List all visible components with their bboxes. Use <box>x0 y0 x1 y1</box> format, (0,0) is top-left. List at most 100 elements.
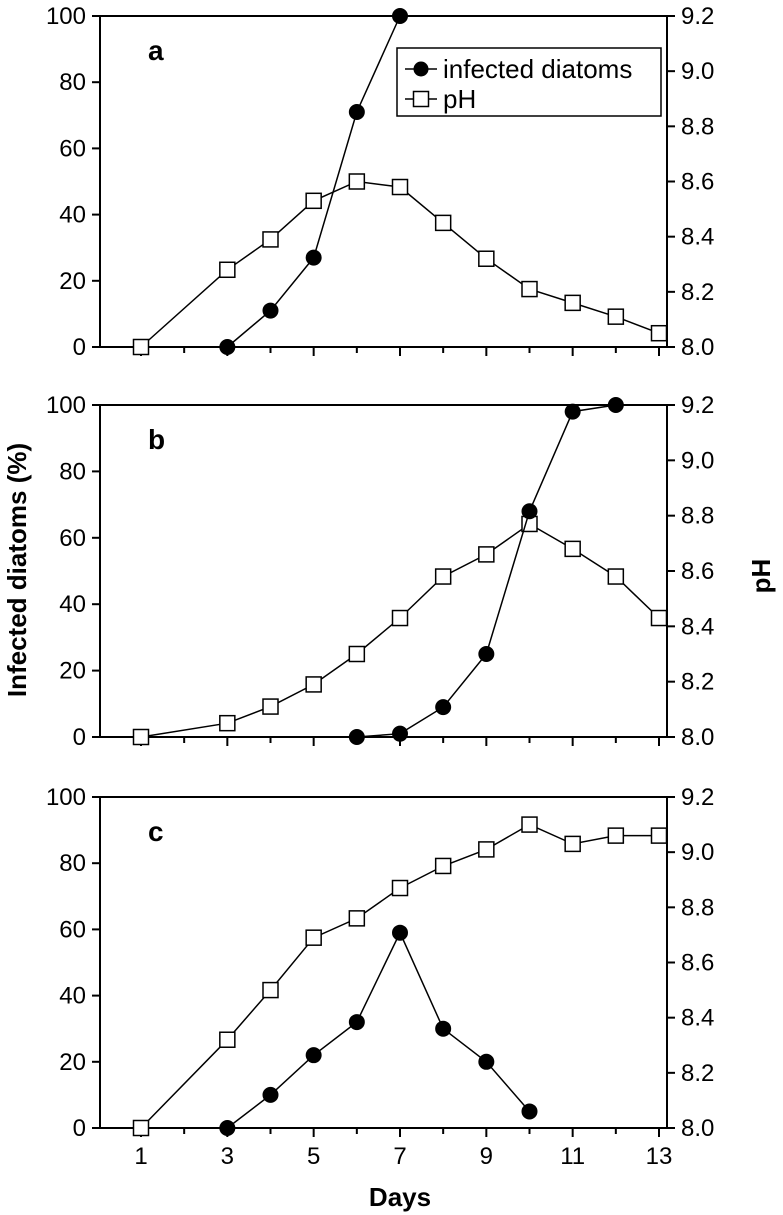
panel-a: 0 20 40 60 80 100 8.0 8.2 8.4 8.6 8.8 9.0 9.2 a infect… <box>46 3 714 361</box>
legend-ph-marker <box>412 90 430 108</box>
panel-b: 0 20 40 60 80 100 8.0 8.2 8.4 8.6 8.8 9.0 9.2 b <box>46 392 714 751</box>
infected-point <box>435 699 452 716</box>
ph-point <box>478 546 495 563</box>
ph-point <box>305 676 322 693</box>
y-left-tick-label: 0 <box>73 724 86 751</box>
y-right-tick-label: 9.2 <box>681 392 714 419</box>
y-right-tick-label: 8.8 <box>681 113 714 140</box>
infected-point <box>521 503 538 520</box>
infected-series-line <box>226 930 531 1129</box>
x-axis-title: Days <box>369 1182 431 1212</box>
y-left-tick-label: 40 <box>59 983 86 1010</box>
y-right-tick-label: 9.0 <box>681 447 714 474</box>
ph-point <box>650 609 668 627</box>
infected-series-line <box>356 404 616 738</box>
ph-point <box>219 261 236 279</box>
y-left-tick-label: 60 <box>59 525 86 552</box>
ph-point <box>391 609 409 627</box>
ph-point <box>564 835 581 853</box>
infected-point <box>348 103 365 120</box>
y-right-tick-label: 8.2 <box>681 1060 714 1087</box>
legend-infected-label: infected diatoms <box>443 54 632 84</box>
infected-point <box>262 302 279 319</box>
y-right-tick-label: 8.4 <box>681 613 714 640</box>
panels-layer: 0 20 40 60 80 100 8.0 8.2 8.4 8.6 8.8 9.0 9.2 a infect… <box>46 3 714 1170</box>
infected-point <box>219 339 236 355</box>
legend-box <box>396 47 662 117</box>
y-left-tick-label: 80 <box>59 850 86 877</box>
ph-point <box>607 827 625 844</box>
y-right-tick-label: 8.6 <box>681 558 714 585</box>
ph-point <box>650 827 668 844</box>
y-left-tick-label: 100 <box>46 3 86 30</box>
ph-point <box>348 173 366 190</box>
panel-letter: c <box>148 816 164 847</box>
ph-point <box>478 250 495 267</box>
infected-point <box>262 1086 279 1103</box>
y-left-tick-label: 40 <box>59 202 86 229</box>
ph-point <box>391 178 409 196</box>
ph-series-line <box>140 523 660 738</box>
panel-letter: b <box>148 424 165 455</box>
y-right-tick-label: 8.2 <box>681 279 714 306</box>
infected-point <box>435 1020 452 1037</box>
infected-point <box>305 249 322 266</box>
y-right-tick-label: 8.4 <box>681 224 714 251</box>
y-left-tick-label: 100 <box>46 784 86 811</box>
ph-point <box>348 910 366 927</box>
y-right-tick-label: 8.6 <box>681 950 714 977</box>
ph-point <box>219 714 236 732</box>
infected-point <box>348 1014 365 1031</box>
ph-point <box>262 231 279 248</box>
ph-point <box>391 879 409 897</box>
plot-frame <box>99 404 668 738</box>
ph-point <box>607 568 625 585</box>
infected-point <box>478 1053 495 1070</box>
ph-point <box>521 280 538 298</box>
ph-point <box>132 1119 150 1137</box>
ph-point <box>132 728 150 746</box>
infected-point <box>521 1103 538 1120</box>
ph-series-line <box>140 180 660 348</box>
y-right-tick-label: 9.2 <box>681 3 714 30</box>
infected-point <box>305 1047 322 1064</box>
infected-point <box>564 403 581 420</box>
y-left-tick-label: 80 <box>59 69 86 96</box>
x-tick-label: 3 <box>221 1143 234 1170</box>
y-left-tick-label: 80 <box>59 458 86 485</box>
plot-frame <box>99 796 668 1129</box>
y-right-tick-label: 8.8 <box>681 894 714 921</box>
ph-point <box>348 645 366 663</box>
y-left-tick-label: 0 <box>73 334 86 361</box>
infected-point <box>392 924 408 941</box>
y-left-tick-label: 20 <box>59 1049 86 1076</box>
y-axis-right-title: pH <box>746 559 776 594</box>
ph-point <box>219 1031 236 1048</box>
y-right-tick-label: 8.0 <box>681 1115 714 1142</box>
ph-point <box>564 540 581 558</box>
y-right-tick-label: 8.4 <box>681 1005 714 1032</box>
ph-point <box>132 338 150 356</box>
y-axis-left-title: Infected diatoms (%) <box>2 443 32 697</box>
infected-series-line <box>226 15 401 348</box>
y-left-tick-label: 20 <box>59 658 86 685</box>
y-left-tick-label: 20 <box>59 268 86 295</box>
infected-point <box>607 397 624 413</box>
y-right-tick-label: 8.0 <box>681 334 714 361</box>
y-right-tick-label: 9.0 <box>681 839 714 866</box>
y-right-tick-label: 8.6 <box>681 169 714 196</box>
infected-point <box>392 8 408 24</box>
ph-point <box>262 698 279 715</box>
ph-point <box>521 816 538 833</box>
y-right-tick-label: 9.0 <box>681 58 714 85</box>
x-tick-label: 5 <box>307 1143 320 1170</box>
panel-letter: a <box>148 35 164 66</box>
x-tick-label: 13 <box>646 1143 673 1170</box>
y-right-tick-label: 8.2 <box>681 669 714 696</box>
y-left-tick-label: 0 <box>73 1115 86 1142</box>
infected-point <box>478 646 495 662</box>
x-tick-label: 9 <box>480 1143 493 1170</box>
